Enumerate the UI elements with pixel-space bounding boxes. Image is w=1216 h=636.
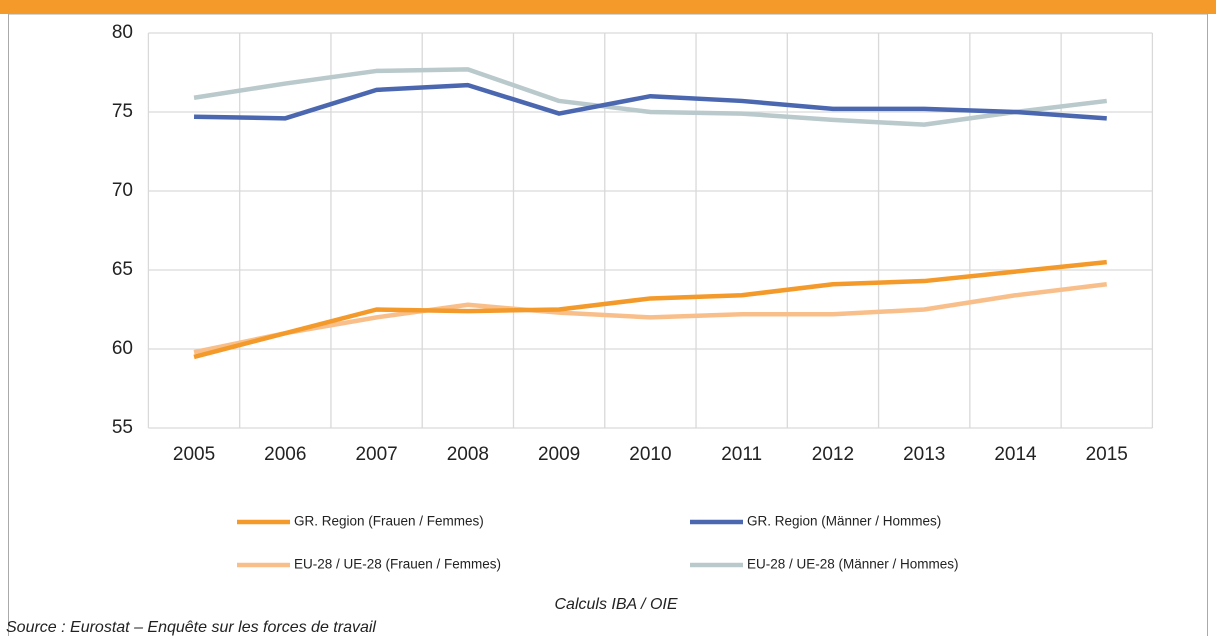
y-tick-label: 75 bbox=[112, 101, 133, 122]
legend-label: GR. Region (Männer / Hommes) bbox=[747, 514, 941, 529]
x-tick-label: 2009 bbox=[538, 444, 580, 465]
annotation: Calculs IBA / OIE bbox=[555, 596, 678, 613]
line bbox=[193, 281, 1108, 355]
legend-label: EU-28 / UE-28 (Männer / Hommes) bbox=[747, 557, 959, 572]
line bbox=[193, 259, 1107, 360]
legend-label: EU-28 / UE-28 (Frauen / Femmes) bbox=[294, 557, 501, 572]
y-tick-label: 65 bbox=[112, 259, 133, 280]
y-tick-label: 60 bbox=[112, 338, 133, 359]
x-tick-label: 2015 bbox=[1086, 444, 1128, 465]
line bbox=[193, 82, 1107, 121]
line bbox=[193, 67, 1108, 127]
x-tick-label: 2011 bbox=[721, 444, 762, 465]
frame bbox=[8, 13, 1208, 636]
x-tick-label: 2013 bbox=[903, 444, 945, 465]
y-tick-label: 70 bbox=[112, 180, 133, 201]
x-tick-label: 2007 bbox=[355, 444, 397, 465]
x-tick-label: 2014 bbox=[994, 444, 1037, 465]
legend-label: GR. Region (Frauen / Femmes) bbox=[294, 514, 484, 529]
x-tick-label: 2008 bbox=[447, 444, 489, 465]
header-band bbox=[0, 0, 1216, 14]
x-tick-label: 2006 bbox=[264, 444, 306, 465]
x-tick-label: 2005 bbox=[173, 444, 215, 465]
x-tick-label: 2010 bbox=[629, 444, 671, 465]
source: Source : Eurostat – Enquête sur les forc… bbox=[6, 619, 376, 636]
x-tick-label: 2012 bbox=[812, 444, 854, 465]
y-tick-label: 55 bbox=[112, 417, 133, 438]
y-tick-label: 80 bbox=[112, 22, 133, 43]
